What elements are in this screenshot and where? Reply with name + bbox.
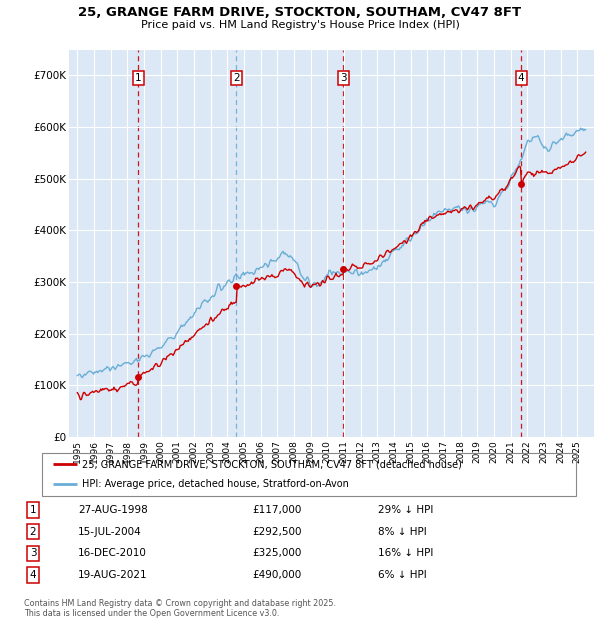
Text: 25, GRANGE FARM DRIVE, STOCKTON, SOUTHAM, CV47 8FT (detached house): 25, GRANGE FARM DRIVE, STOCKTON, SOUTHAM… [82,459,462,469]
Text: 2: 2 [233,73,239,83]
Text: 16-DEC-2010: 16-DEC-2010 [78,548,147,559]
Text: 3: 3 [340,73,347,83]
Text: £325,000: £325,000 [252,548,301,559]
Text: 8% ↓ HPI: 8% ↓ HPI [378,526,427,537]
Text: 16% ↓ HPI: 16% ↓ HPI [378,548,433,559]
Text: 15-JUL-2004: 15-JUL-2004 [78,526,142,537]
Text: Contains HM Land Registry data © Crown copyright and database right 2025.
This d: Contains HM Land Registry data © Crown c… [24,599,336,618]
Text: 27-AUG-1998: 27-AUG-1998 [78,505,148,515]
Text: £490,000: £490,000 [252,570,301,580]
Text: £292,500: £292,500 [252,526,302,537]
Text: 1: 1 [135,73,142,83]
Text: 4: 4 [29,570,37,580]
Text: Price paid vs. HM Land Registry's House Price Index (HPI): Price paid vs. HM Land Registry's House … [140,20,460,30]
Text: 25, GRANGE FARM DRIVE, STOCKTON, SOUTHAM, CV47 8FT: 25, GRANGE FARM DRIVE, STOCKTON, SOUTHAM… [79,6,521,19]
Text: £117,000: £117,000 [252,505,301,515]
Text: 1: 1 [29,505,37,515]
Text: 29% ↓ HPI: 29% ↓ HPI [378,505,433,515]
Text: 4: 4 [518,73,524,83]
Text: 3: 3 [29,548,37,559]
Text: 6% ↓ HPI: 6% ↓ HPI [378,570,427,580]
Text: 2: 2 [29,526,37,537]
Text: HPI: Average price, detached house, Stratford-on-Avon: HPI: Average price, detached house, Stra… [82,479,349,489]
Text: 19-AUG-2021: 19-AUG-2021 [78,570,148,580]
